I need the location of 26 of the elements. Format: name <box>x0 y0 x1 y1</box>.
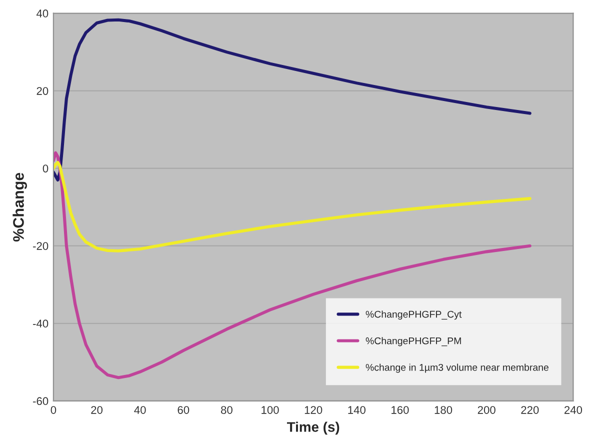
y-tick-label: 20 <box>36 87 48 95</box>
x-tick-label: 40 <box>134 406 146 414</box>
y-tick-label: -20 <box>33 242 48 250</box>
x-tick-label: 120 <box>304 406 322 414</box>
x-tick-label: 80 <box>221 406 232 414</box>
legend-label: %change in 1µm3 volume near membrane <box>366 364 548 373</box>
x-tick-label: 60 <box>178 406 190 414</box>
x-tick-label: 180 <box>434 406 452 414</box>
legend-label: %ChangePHGFP_Cyt <box>366 310 462 320</box>
y-tick-label: -60 <box>33 397 48 406</box>
y-axis-title: %Change <box>12 172 27 242</box>
x-tick-label: 200 <box>478 406 496 414</box>
y-tick-label: 0 <box>42 164 48 172</box>
x-tick-label: 160 <box>392 406 409 414</box>
y-tick-label: -40 <box>33 320 48 328</box>
x-tick-label: 20 <box>91 406 103 414</box>
x-tick-label: 220 <box>521 406 539 414</box>
x-tick-label: 140 <box>348 406 366 414</box>
x-tick-label: 240 <box>564 406 582 414</box>
y-tick-label: 40 <box>36 10 48 18</box>
x-tick-label: 0 <box>50 406 56 414</box>
line-series <box>53 160 532 252</box>
legend-label: %ChangePHGFP_PM <box>366 337 461 346</box>
line-series <box>53 18 532 182</box>
x-axis-title: Time (s) <box>286 422 340 435</box>
x-tick-label: 100 <box>262 406 279 414</box>
